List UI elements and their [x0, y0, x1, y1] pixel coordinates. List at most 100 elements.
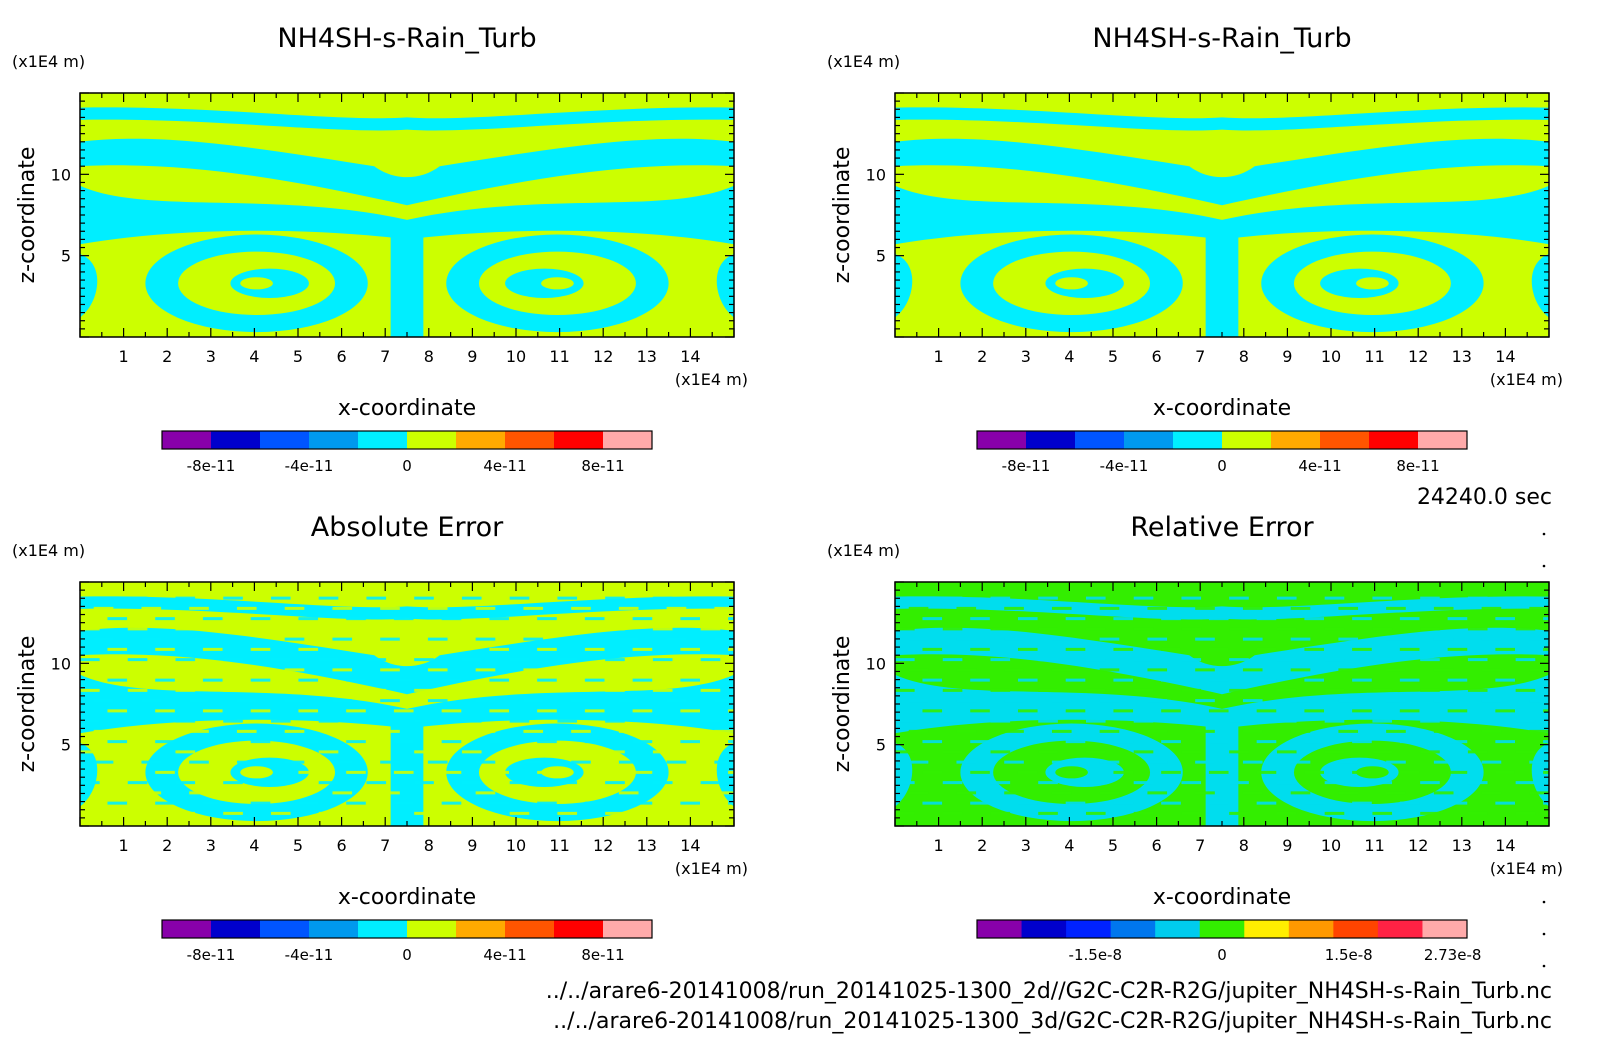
tick-marks — [894, 581, 1550, 827]
x-tick-label: 9 — [467, 836, 477, 855]
central-stem — [390, 229, 424, 337]
band-top — [895, 596, 1549, 620]
colorbar-segment — [1369, 431, 1419, 449]
colorbar-segment — [603, 920, 653, 938]
x-tick-label: 7 — [1195, 347, 1205, 366]
file-path-1: ../../arare6-20141008/run_20141025-1300_… — [546, 979, 1552, 1004]
vortex-center — [541, 277, 574, 290]
x-tick-label: 12 — [1408, 836, 1428, 855]
colorbar-segment — [1222, 431, 1272, 449]
x-axis-label: x-coordinate — [338, 396, 476, 421]
noise-stripes — [80, 596, 734, 815]
colorbar-label: 8e-11 — [581, 946, 624, 964]
colorbar-segment — [1271, 431, 1321, 449]
colorbar-segment — [260, 920, 310, 938]
y-axis-label: z-coordinate — [15, 636, 40, 773]
vortex-center — [1356, 766, 1389, 779]
x-tick-label: 13 — [637, 836, 657, 855]
colorbar-label: -8e-11 — [1002, 457, 1051, 475]
colorbar-segment — [505, 920, 555, 938]
band-top — [80, 596, 734, 620]
x-axis-label: x-coordinate — [1153, 885, 1291, 910]
x-tick-label: 11 — [1364, 836, 1384, 855]
colorbar-label: 0 — [402, 457, 412, 475]
colorbar-segment — [977, 920, 1023, 938]
x-axis-label: x-coordinate — [1153, 396, 1291, 421]
y-tick-label: 5 — [876, 736, 886, 755]
colorbar-segment — [358, 920, 408, 938]
colorbar-segment — [211, 431, 261, 449]
colorbar-segment — [309, 920, 359, 938]
x-tick-label: 6 — [1152, 836, 1162, 855]
x-tick-label: 14 — [680, 347, 700, 366]
x-tick-label: 10 — [1321, 836, 1341, 855]
side-right — [716, 254, 734, 318]
heatmap-field — [895, 582, 1549, 826]
colorbar-label: 4e-11 — [483, 946, 526, 964]
x-tick-label: 14 — [1495, 836, 1515, 855]
side-right — [1531, 254, 1549, 318]
colorbar-segment — [1418, 431, 1468, 449]
central-stem — [1205, 229, 1239, 337]
colorbar-label: 4e-11 — [1298, 457, 1341, 475]
x-tick-label: 14 — [1495, 347, 1515, 366]
x-tick-label: 6 — [337, 347, 347, 366]
y-unit-label: (x1E4 m) — [12, 52, 85, 71]
band-middle — [80, 185, 734, 245]
colorbar-label: -4e-11 — [1100, 457, 1149, 475]
x-tick-label: 11 — [549, 347, 569, 366]
noise-stripes — [895, 596, 1549, 815]
colorbar: -1.5e-8 0 1.5e-8 2.73e-8 — [976, 919, 1482, 964]
panel-title: NH4SH-s-Rain_Turb — [1092, 23, 1351, 54]
colorbar-label: 1.5e-8 — [1325, 946, 1373, 964]
colorbar-segment — [1199, 920, 1245, 938]
y-unit-label: (x1E4 m) — [12, 541, 85, 560]
vortex-center — [1356, 277, 1389, 290]
x-tick-label: 1 — [934, 836, 944, 855]
band-middle — [895, 185, 1549, 245]
colorbar-label: -4e-11 — [285, 457, 334, 475]
colorbar-label: 2.73e-8 — [1424, 946, 1482, 964]
x-axis-label: x-coordinate — [338, 885, 476, 910]
colorbar-label: -8e-11 — [187, 457, 236, 475]
y-tick-label: 10 — [51, 165, 71, 184]
x-tick-label: 5 — [1108, 836, 1118, 855]
band-middle — [80, 674, 734, 734]
colorbar-segment — [1026, 431, 1076, 449]
tick-marks — [79, 92, 735, 338]
x-tick-label: 4 — [1064, 347, 1074, 366]
colorbar-segment — [1124, 431, 1174, 449]
colorbar-segment — [162, 431, 212, 449]
x-tick-label: 2 — [977, 347, 987, 366]
x-tick-label: 1 — [119, 347, 129, 366]
y-axis-label: z-coordinate — [830, 636, 855, 773]
colorbar-segment — [1066, 920, 1112, 938]
colorbar-label: 0 — [1217, 946, 1227, 964]
colorbar-label: 8e-11 — [1396, 457, 1439, 475]
x-tick-label: 11 — [1364, 347, 1384, 366]
side-right — [1531, 743, 1549, 807]
x-tick-label: 3 — [1021, 347, 1031, 366]
band-middle — [895, 674, 1549, 734]
x-tick-label: 8 — [1239, 347, 1249, 366]
x-tick-label: 1 — [119, 836, 129, 855]
side-right — [716, 743, 734, 807]
colorbar-segment — [554, 431, 604, 449]
x-tick-label: 13 — [637, 347, 657, 366]
panel-title: Relative Error — [1130, 512, 1314, 543]
x-tick-label: 14 — [680, 836, 700, 855]
side-left — [80, 254, 98, 318]
band-top — [80, 107, 734, 131]
x-unit-label: (x1E4 m) — [675, 370, 748, 389]
x-tick-label: 2 — [977, 836, 987, 855]
x-tick-label: 2 — [162, 836, 172, 855]
x-tick-label: 7 — [380, 347, 390, 366]
side-left — [895, 254, 913, 318]
band-top — [895, 107, 1549, 131]
colorbar-segment — [1288, 920, 1334, 938]
x-tick-label: 9 — [1282, 836, 1292, 855]
x-tick-label: 8 — [1239, 836, 1249, 855]
tick-marks — [79, 581, 735, 827]
colorbar-segment — [1377, 920, 1423, 938]
